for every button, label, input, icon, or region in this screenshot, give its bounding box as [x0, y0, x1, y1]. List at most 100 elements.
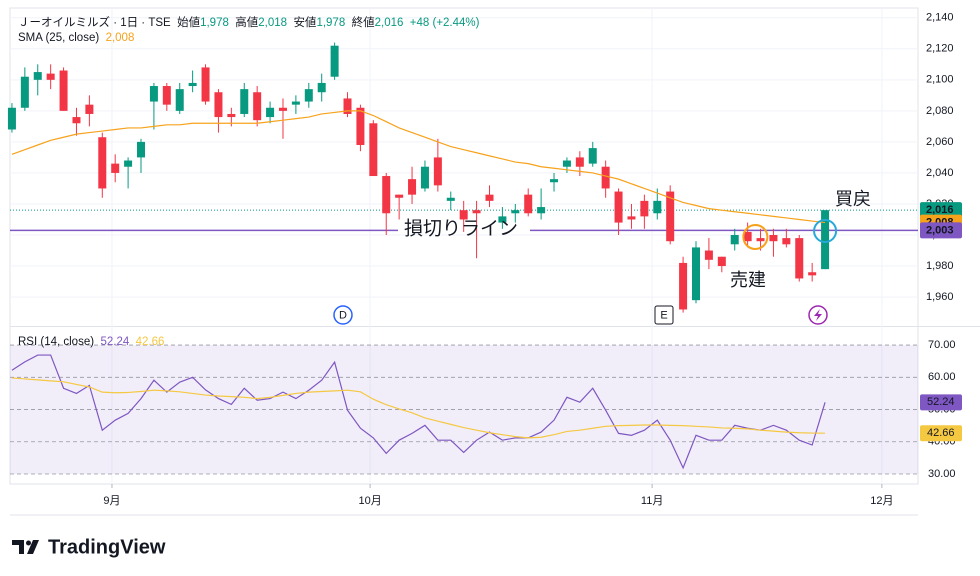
sma-line	[11, 110, 826, 224]
pane-border	[9, 7, 919, 485]
event-marker	[654, 305, 674, 325]
candle-body	[20, 76, 29, 108]
label: 始値	[177, 17, 201, 29]
legend-header: Ｊーオイルミルズ · 1日 · TSE 始値1,978 高値2,018 安値1,…	[18, 14, 479, 30]
candle-body	[601, 166, 610, 189]
candle-body	[214, 92, 223, 118]
candle-body	[369, 123, 378, 177]
value: 2,016	[374, 17, 404, 29]
candle-body	[550, 179, 559, 183]
sma-legend: SMA (25, close) 2,008	[18, 32, 134, 44]
candle-body	[575, 157, 584, 167]
candle-body	[253, 92, 262, 121]
candle-body	[640, 200, 649, 217]
x-tick-label: 10月	[358, 495, 381, 507]
x-tick-label: 11月	[641, 495, 663, 507]
candle-body	[769, 235, 778, 242]
candle-body	[85, 104, 94, 114]
candle-body	[317, 82, 326, 93]
candle-body	[692, 247, 701, 301]
legend-value: 42.66	[135, 336, 165, 348]
sell-circle	[742, 224, 769, 250]
price-tag-label: 2,016	[926, 204, 954, 216]
candle-body	[588, 148, 597, 164]
candle-body	[162, 86, 171, 105]
rsi-line	[11, 377, 826, 439]
candle-body	[137, 141, 146, 158]
value: 1,978	[200, 17, 229, 29]
candle-body	[653, 200, 662, 214]
price-tag	[920, 202, 962, 219]
y-tick-label: 1,960	[926, 291, 954, 303]
y-tick-label: 60.00	[928, 371, 956, 383]
y-tick-label: 1,980	[926, 260, 954, 272]
candle-body	[717, 256, 726, 267]
candle-body	[46, 73, 55, 80]
event-label: E	[660, 309, 667, 321]
y-tick-label: 2,040	[926, 167, 954, 179]
candle-body	[149, 86, 158, 102]
candle-body	[808, 272, 817, 276]
event-label: D	[339, 309, 347, 321]
legend-name: SMA (25, close)	[18, 32, 100, 44]
rsi-line	[11, 354, 826, 470]
y-tick-label: 2,140	[926, 12, 954, 24]
candle-body	[472, 210, 481, 214]
candle-body	[666, 191, 675, 242]
candle-body	[72, 117, 81, 124]
candle-body	[498, 216, 507, 223]
brand: TradingView	[48, 536, 166, 558]
candle-body	[304, 89, 313, 102]
candle-body	[33, 72, 42, 80]
y-tick-label: 2,080	[926, 105, 954, 117]
legend-value: 2,008	[105, 32, 135, 44]
x-tick-label: 9月	[103, 495, 120, 507]
legend-value: 52.24	[100, 336, 130, 348]
candle-body	[266, 107, 275, 118]
candle-body	[821, 210, 830, 270]
candle-body	[124, 160, 133, 167]
candle-body	[382, 176, 391, 214]
value: 2,018	[258, 17, 288, 29]
candle-body	[459, 210, 468, 220]
annotation: 売建	[730, 270, 766, 290]
brand-icon	[26, 540, 31, 546]
candle-body	[227, 113, 236, 118]
candle-body	[420, 166, 429, 189]
candle-body	[330, 45, 339, 77]
price-tag	[920, 394, 962, 411]
candle-body	[614, 191, 623, 223]
candle-body	[7, 107, 16, 130]
candle-body	[59, 70, 68, 111]
candle-body	[730, 235, 739, 245]
candle-body	[278, 107, 287, 111]
candle-body	[433, 157, 442, 186]
candle-body	[395, 194, 404, 198]
candle-body	[679, 262, 688, 310]
candle-body	[188, 82, 197, 87]
candle-body	[111, 163, 120, 173]
candle-body	[485, 194, 494, 201]
candle-body	[782, 238, 791, 245]
candle-body	[524, 194, 533, 214]
candle-body	[343, 98, 352, 114]
candle-body	[704, 250, 713, 260]
candle-body	[408, 179, 417, 195]
candle-body	[98, 137, 107, 189]
price-tag-label: 42.66	[927, 427, 955, 439]
candle-body	[795, 238, 804, 279]
brand-icon	[12, 540, 39, 554]
event-marker	[333, 305, 353, 325]
candle-body	[537, 207, 546, 214]
x-tick-label: 12月	[870, 495, 893, 507]
y-tick-label: 30.00	[928, 468, 956, 480]
candle-body	[511, 210, 520, 214]
candle-body	[175, 89, 184, 111]
y-tick-label: 2,060	[926, 136, 954, 148]
rsi-legend: RSI (14, close) 52.24 42.66	[18, 336, 164, 348]
annotation: 買戻	[835, 189, 871, 209]
candle-body	[562, 160, 571, 167]
label: 終値	[351, 17, 375, 29]
